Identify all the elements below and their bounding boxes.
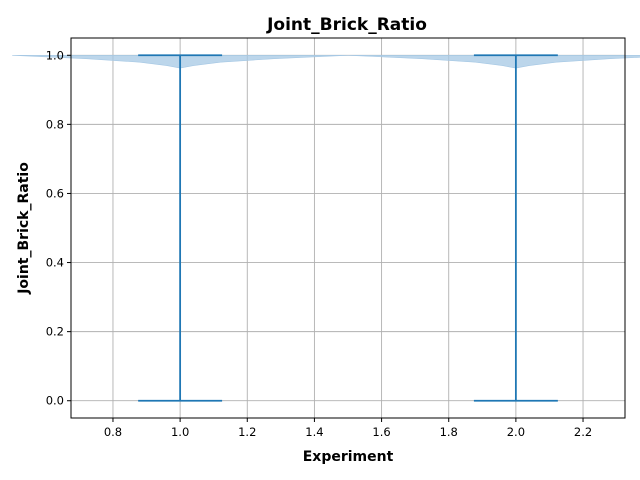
x-tick-label: 1.2 [238,425,256,439]
y-tick-label: 0.6 [46,186,64,200]
x-tick-label: 1.4 [305,425,323,439]
axis-ticks: 0.8 1.0 1.2 1.4 1.6 1.8 2.0 2.2 0.0 0.2 0.4 0.6 0.8 1… [46,48,592,439]
x-tick-label: 2.2 [574,425,592,439]
y-tick-label: 0.8 [46,117,64,131]
x-tick-label: 2.0 [507,425,525,439]
x-tick-label: 1.8 [440,425,458,439]
plot-frame [70,37,626,419]
y-tick-label: 0.2 [46,325,64,339]
x-tick-label: 0.8 [104,425,122,439]
violin-body-2 [347,54,640,69]
violin-bodies [12,54,640,69]
grid [71,38,625,418]
violin-lines [138,54,558,402]
y-axis-label: Joint_Brick_Ratio [16,162,32,295]
y-tick-label: 1.0 [46,48,64,62]
chart-title: Joint_Brick_Ratio [266,15,427,35]
y-tick-label: 0.4 [46,256,64,270]
x-axis-label: Experiment [303,449,394,465]
y-tick-label: 0.0 [46,394,64,408]
x-tick-label: 1.6 [372,425,390,439]
x-tick-label: 1.0 [171,425,189,439]
